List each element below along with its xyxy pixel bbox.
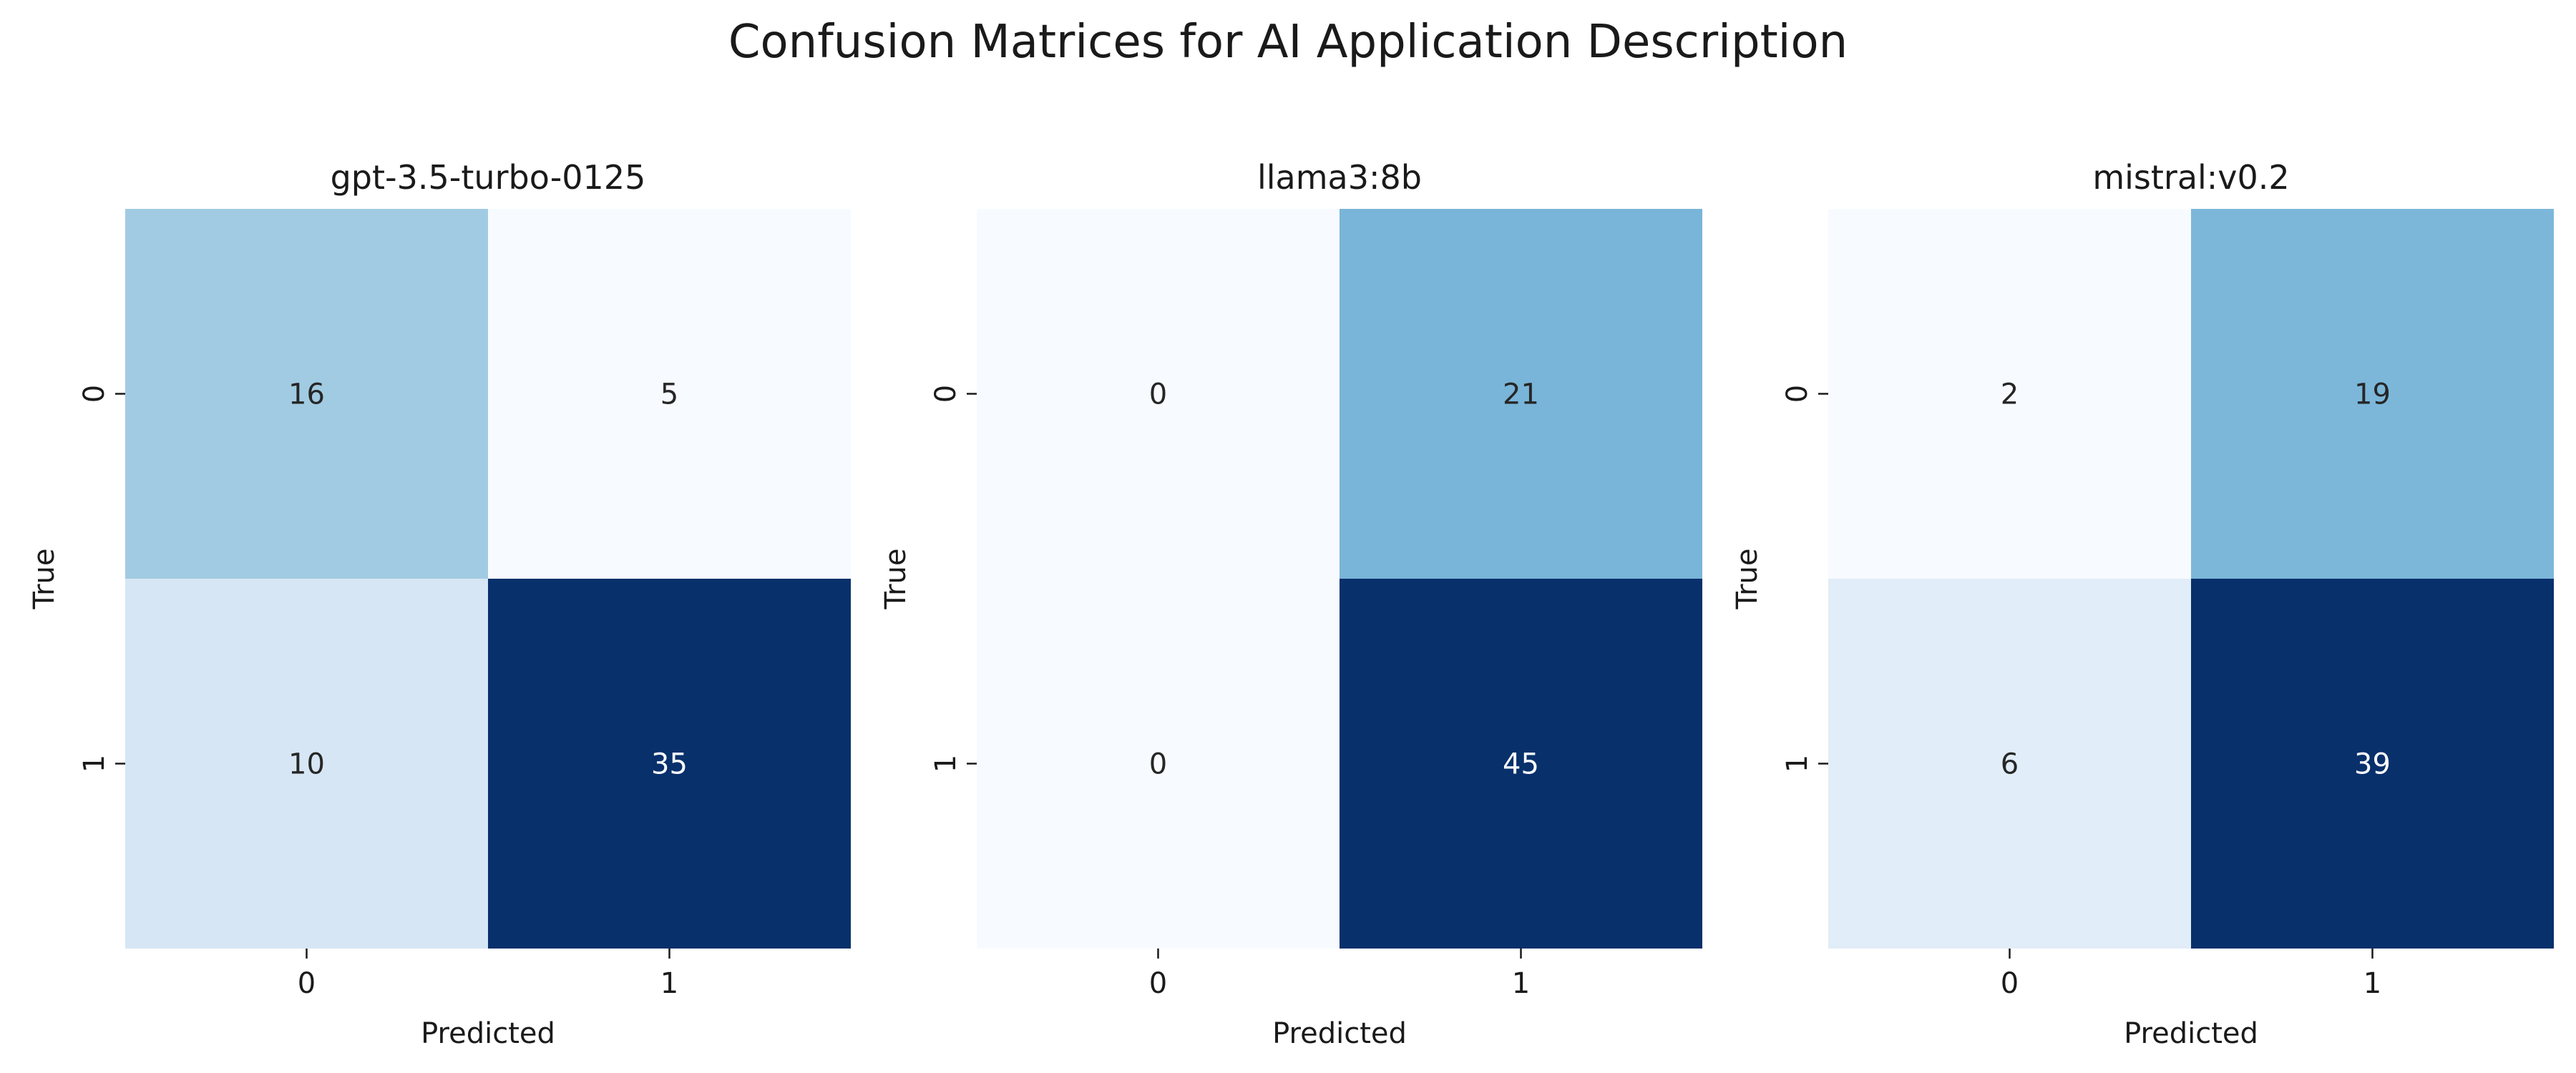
y-tick-label: 1 [1781, 755, 1814, 773]
cell-value-label: 0 [1149, 748, 1167, 781]
x-axis-label: Predicted [1272, 1017, 1407, 1050]
cell-value-label: 39 [2354, 748, 2391, 781]
figure-title: Confusion Matrices for AI Application De… [728, 16, 1848, 69]
confusion-matrix-panel: mistral:v0.2 2 19 6 39 0 1 0 1 Predicted True [1731, 158, 2554, 1050]
cell-value-label: 6 [2001, 748, 2019, 781]
y-axis-label: True [1731, 549, 1764, 610]
y-tick-label: 0 [930, 385, 962, 403]
panel-title: gpt-3.5-turbo-0125 [331, 158, 646, 197]
cell-value-label: 5 [660, 378, 678, 411]
panel-title: mistral:v0.2 [2092, 158, 2289, 197]
x-axis-label: Predicted [421, 1017, 555, 1050]
y-tick-label: 0 [78, 385, 111, 403]
y-tick-label: 1 [78, 755, 111, 773]
heatmap-cell [1828, 579, 2191, 949]
heatmap-cell [2191, 209, 2554, 579]
y-axis-label: True [28, 549, 61, 610]
y-tick-label: 0 [1781, 385, 1814, 403]
cell-value-label: 35 [651, 748, 688, 781]
cell-value-label: 45 [1503, 748, 1539, 781]
heatmap-cell [488, 579, 851, 949]
heatmap-cell [125, 209, 488, 579]
confusion-matrix-panel: llama3:8b 0 21 0 45 0 1 0 1 Predicted True [879, 158, 1702, 1050]
y-tick-label: 1 [930, 755, 962, 773]
heatmap-cell [977, 209, 1340, 579]
x-tick-label: 1 [1512, 967, 1530, 1000]
heatmap-cell [977, 579, 1340, 949]
heatmap-cell [1340, 579, 1702, 949]
heatmap-cell [125, 579, 488, 949]
heatmap-cell [1828, 209, 2191, 579]
x-tick-label: 0 [2001, 967, 2019, 1000]
cell-value-label: 16 [288, 378, 325, 411]
cell-value-label: 2 [2001, 378, 2019, 411]
heatmap-cell [1340, 209, 1702, 579]
cell-value-label: 19 [2354, 378, 2391, 411]
heatmap-cell [488, 209, 851, 579]
cell-value-label: 21 [1503, 378, 1539, 411]
x-tick-label: 0 [298, 967, 316, 1000]
y-axis-label: True [879, 549, 912, 610]
heatmap-cell [2191, 579, 2554, 949]
x-tick-label: 1 [2363, 967, 2381, 1000]
x-tick-label: 1 [660, 967, 678, 1000]
cell-value-label: 0 [1149, 378, 1167, 411]
x-axis-label: Predicted [2124, 1017, 2258, 1050]
cell-value-label: 10 [288, 748, 325, 781]
panel-title: llama3:8b [1257, 158, 1422, 197]
x-tick-label: 0 [1149, 967, 1167, 1000]
